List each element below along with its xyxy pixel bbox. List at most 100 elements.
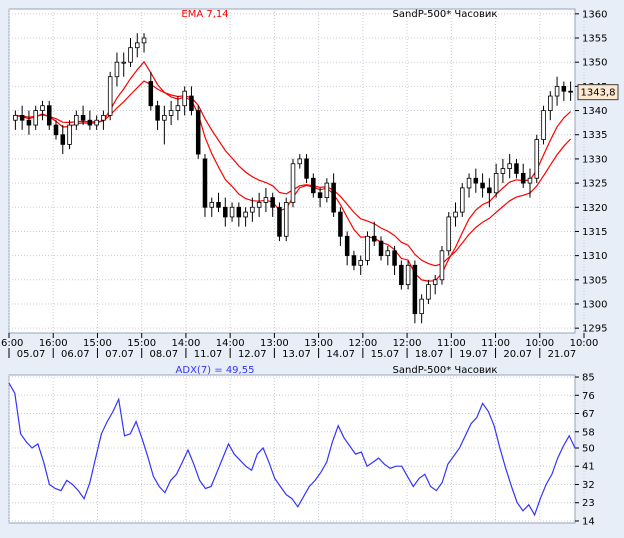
main-x-date-label: 18.07 [415,349,444,360]
adx-y-axis: 14 23 32 41 50 58 67 76 85 [575,373,595,527]
candle-body [399,264,404,286]
main-y-tick-label: 1350 [582,58,607,69]
candle-body [223,206,228,218]
adx-y-tick-label: 41 [582,462,595,473]
candle-body [365,235,370,261]
candle-body [60,134,66,145]
candle-body [229,206,235,218]
candle-body [520,173,526,184]
candle-body [554,85,560,97]
adx-grid [8,375,585,523]
candle-body [135,42,140,49]
candle-body [371,235,377,242]
main-x-date-label: 19.07 [459,349,488,360]
main-x-time-label: 12:00 [348,338,377,349]
candle-body [568,90,573,93]
main-x-time-label: 15:00 [127,338,156,349]
candle-body [236,206,242,218]
main-y-tick-label: 1360 [582,9,607,20]
candle-body [216,202,221,208]
candle-body [446,216,451,252]
adx-y-tick-label: 14 [582,516,595,527]
main-x-time-label: 13:00 [304,338,333,349]
adx-y-tick-label: 85 [582,373,595,384]
candle-body [548,95,553,111]
candle-body [487,187,492,194]
candle-body [283,202,289,237]
adx-y-tick-label: 58 [582,427,595,438]
candle-body [344,235,350,257]
candle-body [80,114,86,121]
main-x-date-label: 05.07 [17,349,46,360]
main-y-tick-label: 1300 [582,299,607,310]
candle-body [500,168,506,174]
main-x-date-label: 20.07 [503,349,532,360]
candle-body [527,177,533,184]
candle-body [351,255,357,266]
main-x-time-label: 12:00 [393,338,422,349]
candle-body [270,197,275,208]
main-grid [8,9,585,333]
candle-body [209,202,215,208]
candle-body [338,211,343,237]
candle-body [385,250,391,257]
candle-body [534,139,540,179]
candle-body [453,211,458,218]
candle-body [40,105,45,111]
candle-body [426,284,431,300]
candle-body [331,182,336,213]
candle-body [128,47,133,63]
candle-body [473,177,479,184]
adx-panel: 14 23 32 41 50 58 67 76 85 ADX(7) = 49,55 SandP-… [8,365,595,527]
candle-body [19,114,25,121]
candle-body [324,182,330,198]
adx-line [8,382,576,517]
candle-body [541,110,546,140]
main-y-tick-label: 1295 [582,324,607,335]
candle-body [277,206,282,237]
candle-body [304,158,309,179]
candle-body [256,202,262,208]
candle-body [13,114,18,121]
main-x-date-label: 12.07 [238,349,267,360]
candle-body [202,158,208,208]
candle-body [162,114,167,121]
candle-body [26,119,32,126]
adx-indicator-label: ADX(7) = 49,55 [176,365,255,376]
candle-body [263,197,269,203]
main-y-tick-label: 1340 [582,106,607,117]
adx-y-tick-label: 76 [582,391,595,402]
main-y-tick-label: 1355 [582,34,607,45]
candle-body [405,264,411,286]
candle-body [493,173,499,194]
candle-body [561,85,567,92]
main-x-date-label: 14.07 [326,349,355,360]
main-x-time-label: 16:00 [0,338,23,349]
main-x-time-label: 11:00 [481,338,510,349]
adx-series-line [8,382,576,517]
candle-body [358,260,363,266]
candle-body [460,187,465,213]
candle-body [107,76,113,116]
adx-y-tick-label: 50 [582,443,595,454]
candle-body [297,158,303,165]
main-symbol-label: SandP-500* Часовик [393,9,498,20]
candle-body [439,250,445,281]
candle-body [311,177,316,194]
candle-body [74,114,79,126]
main-indicator-label: EMA 7,14 [181,9,228,20]
candle-body [46,105,52,126]
candle-body [392,250,397,266]
adx-symbol-label: SandP-500* Часовик [393,365,498,376]
main-y-tick-label: 1310 [582,251,607,262]
main-x-date-label: 07.07 [105,349,134,360]
candle-body [317,192,323,198]
candle-body [33,110,38,126]
main-y-tick-label: 1305 [582,275,607,286]
candle-body [53,124,59,136]
candle-body [378,240,384,257]
main-x-date-label: 11.07 [194,349,223,360]
candle-body [168,110,174,116]
candle-body [250,206,255,213]
